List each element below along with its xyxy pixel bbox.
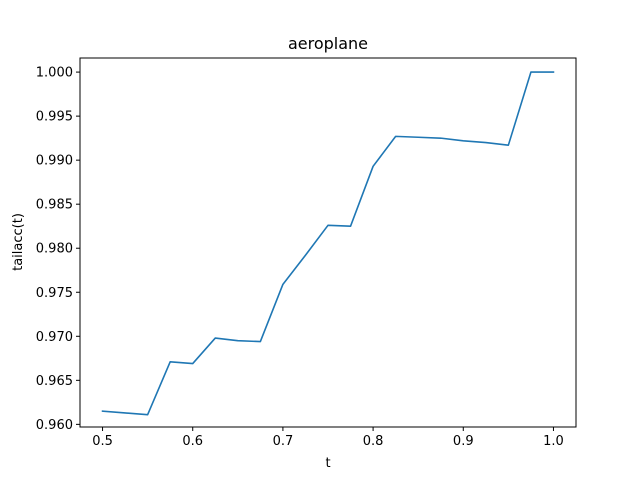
y-tick-label: 0.965 [36,374,73,389]
x-axis-ticks: 0.5 0.6 0.7 0.8 0.9 1.0 [92,427,564,449]
y-tick-label: 0.975 [36,286,73,301]
x-tick-label: 0.7 [273,434,294,449]
x-tick-label: 0.5 [92,434,113,449]
y-tick-label: 0.990 [36,154,73,169]
y-tick-label: 0.960 [36,418,73,433]
y-axis-label: tailacc(t) [11,213,26,271]
y-tick-label: 0.980 [36,242,73,257]
x-tick-label: 0.6 [182,434,203,449]
y-tick-label: 0.970 [36,330,73,345]
y-axis-ticks: 0.960 0.965 0.970 0.975 0.980 0.985 0.990 0.995… [36,66,80,433]
plot-frame [79,57,577,428]
x-tick-label: 0.8 [363,434,384,449]
x-tick-label: 0.9 [453,434,474,449]
x-tick-label: 1.0 [543,434,564,449]
y-tick-label: 0.995 [36,110,73,125]
series-line [101,71,555,416]
series-layer [101,71,555,416]
y-tick-label: 0.985 [36,198,73,213]
y-tick-label: 1.000 [36,66,73,81]
chart-title: aeroplane [288,34,368,53]
x-axis-label: t [325,456,330,471]
